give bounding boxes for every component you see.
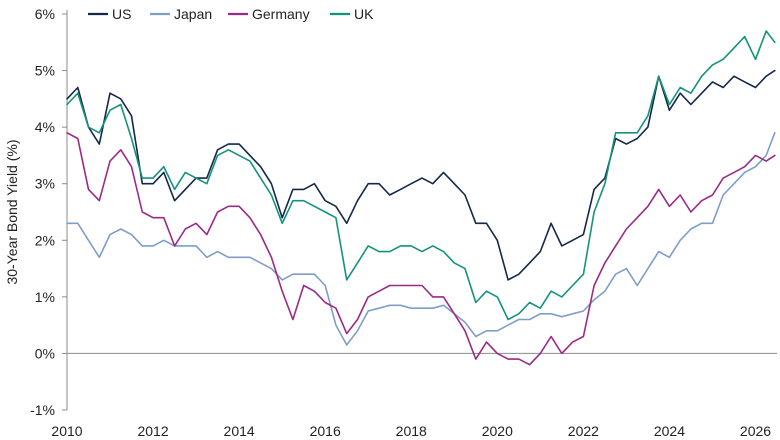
series-lines (66, 30, 776, 366)
y-tick-label: 4% (35, 119, 55, 135)
x-tick-label: 2024 (654, 423, 685, 439)
axes (62, 10, 777, 411)
legend-label-us: US (112, 6, 131, 22)
y-tick-label: 5% (35, 63, 55, 79)
x-tick-label: 2014 (224, 423, 255, 439)
x-tick-label: 2018 (396, 423, 427, 439)
legend-label-japan: Japan (174, 6, 212, 22)
y-tick-label: 6% (35, 6, 55, 22)
legend-label-germany: Germany (252, 6, 310, 22)
legend-label-uk: UK (354, 6, 374, 22)
legend: US Japan Germany UK (88, 6, 374, 22)
x-tick-label: 2026 (740, 423, 771, 439)
x-tick-label: 2012 (137, 423, 168, 439)
y-tick-label: 1% (35, 289, 55, 305)
x-tick-label: 2016 (310, 423, 341, 439)
x-tick-label: 2010 (51, 423, 82, 439)
series-line-uk (66, 30, 776, 321)
axis-labels: -1% 0% 1% 2% 3% 4% 5% 6% 2010 2012 2014 2016 2018 202… (4, 6, 771, 439)
y-tick-label: 2% (35, 232, 55, 248)
x-tick-label: 2020 (482, 423, 513, 439)
y-tick-label: -1% (30, 402, 55, 418)
y-tick-label: 3% (35, 176, 55, 192)
y-tick-label: 0% (35, 345, 55, 361)
y-axis-title: 30-Year Bond Yield (%) (4, 139, 20, 284)
series-line-japan (66, 132, 776, 346)
x-tick-label: 2022 (568, 423, 599, 439)
series-line-germany (66, 132, 776, 366)
